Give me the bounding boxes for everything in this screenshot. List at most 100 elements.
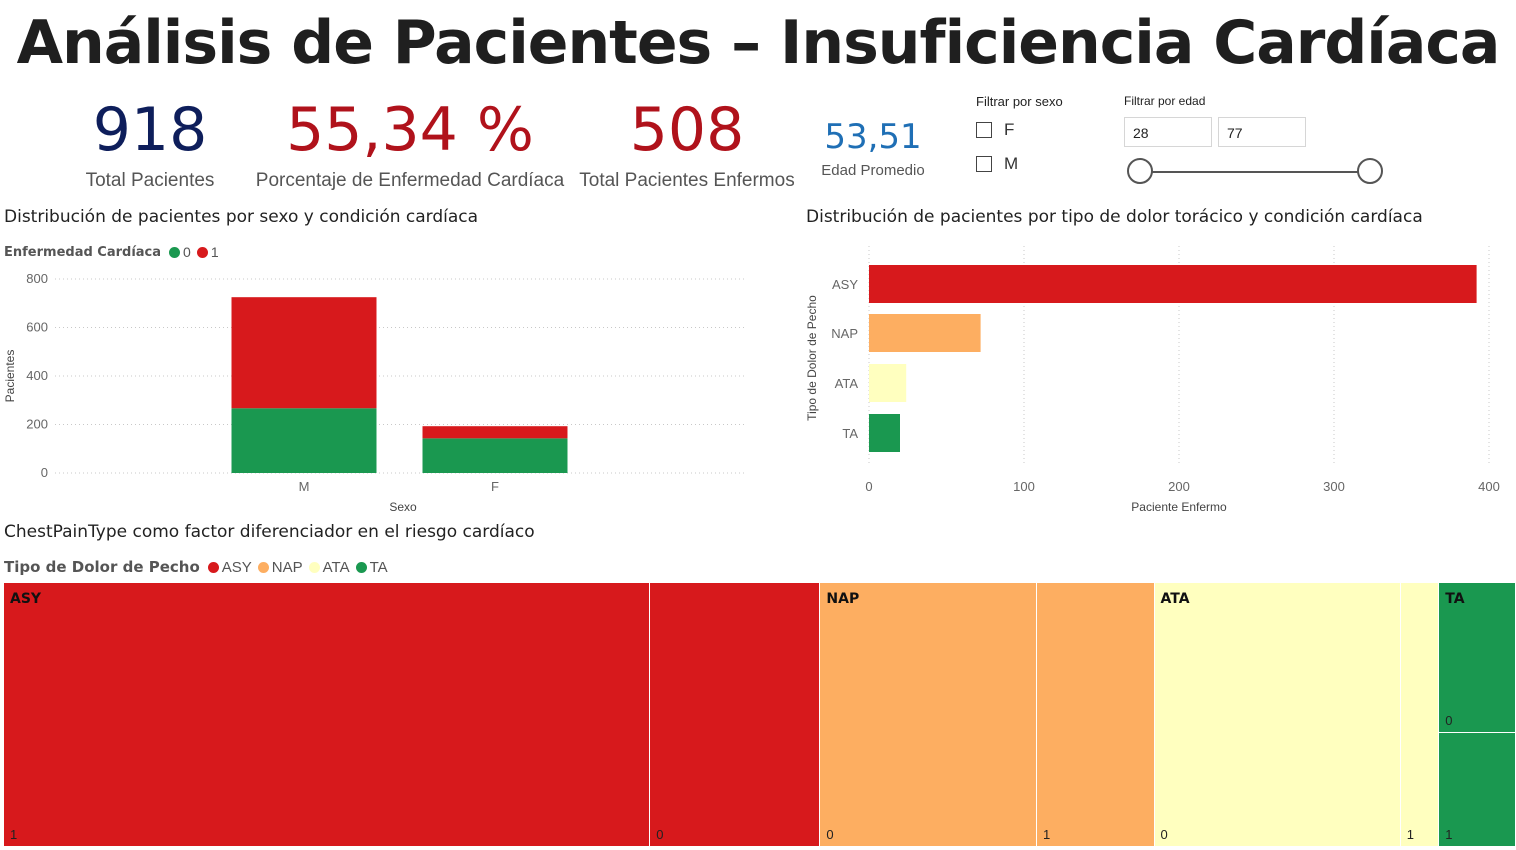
treemap-leaf-label: 1 (1406, 827, 1414, 842)
treemap-group-ata[interactable]: 0 1 ATA (1153, 583, 1440, 846)
kpi-enfermos-label: Total Pacientes Enfermos (579, 170, 795, 191)
treemap-legend-dot-ta (355, 561, 367, 573)
treemap-group-label: ASY (10, 591, 42, 607)
treemap-leaf[interactable]: 1 (1036, 583, 1155, 846)
bar-segment (231, 408, 377, 473)
chart-sex-legend: Enfermedad Cardíaca 0 1 (4, 244, 225, 260)
treemap-leaf-label: 1 (1043, 827, 1051, 842)
y-axis-label: Pacientes (3, 350, 17, 403)
legend-dot-1 (196, 246, 208, 258)
treemap-legend-item-ta[interactable]: TA (355, 558, 388, 576)
treemap-legend-dot-nap (257, 561, 269, 573)
x-axis-label: Paciente Enfermo (1131, 500, 1227, 514)
treemap-legend-dot-asy (207, 561, 219, 573)
y-tick-label: 800 (26, 271, 48, 286)
age-slider-track[interactable] (1140, 171, 1370, 173)
kpi-porcentaje-label: Porcentaje de Enfermedad Cardíaca (255, 170, 565, 191)
treemap-leaf[interactable]: 1 (4, 583, 650, 846)
kpi-enfermos: 508 Total Pacientes Enfermos (578, 100, 796, 192)
treemap-leaf[interactable]: 0 (1154, 583, 1400, 846)
kpi-porcentaje-value: 55,34 % (286, 95, 534, 165)
bar-segment (231, 297, 377, 409)
age-filter-label: Filtrar por edad (1124, 94, 1206, 108)
page-title: Análisis de Pacientes – Insuficiencia Ca… (16, 8, 1501, 78)
x-tick-label: M (299, 479, 310, 494)
treemap-legend-label-asy: ASY (221, 558, 252, 576)
kpi-porcentaje: 55,34 % Porcentaje de Enfermedad Cardíac… (255, 100, 565, 192)
kpi-total-pacientes-label: Total Pacientes (85, 170, 215, 191)
bar (869, 265, 1477, 303)
treemap-legend: Tipo de Dolor de Pecho ASY NAP ATA TA (4, 558, 394, 576)
x-axis-label: Sexo (389, 500, 417, 514)
treemap-group-label: ATA (1160, 591, 1190, 607)
chart-sex-legend-title: Enfermedad Cardíaca (4, 244, 162, 260)
x-tick-label: 0 (865, 479, 872, 494)
y-tick-label: TA (842, 426, 858, 441)
y-tick-label: 200 (26, 417, 48, 432)
y-tick-label: NAP (831, 326, 858, 341)
treemap-leaf-label: 0 (656, 827, 664, 842)
treemap-group-ta[interactable]: 0 1 TA (1438, 583, 1515, 846)
legend-item-1[interactable]: 1 (196, 244, 219, 260)
sex-filter-label: Filtrar por sexo (976, 94, 1063, 109)
legend-label-0: 0 (183, 244, 191, 260)
treemap-leaf[interactable]: 0 (820, 583, 1036, 846)
kpi-total-pacientes-value: 918 (92, 95, 208, 165)
treemap-legend-item-asy[interactable]: ASY (207, 558, 252, 576)
kpi-edad-value: 53,51 (824, 117, 922, 157)
treemap-group-asy[interactable]: 1 0 ASY (3, 583, 821, 846)
y-tick-label: 600 (26, 320, 48, 335)
age-min-input[interactable]: 28 (1124, 117, 1212, 147)
treemap-chestpain: 1 0 ASY 0 1 NAP 0 1 ATA 0 1 TA (3, 583, 1515, 846)
sex-filter-option-m[interactable]: M (976, 154, 1018, 174)
treemap-leaf[interactable]: 1 (1399, 583, 1440, 846)
treemap-leaf-label: 0 (1160, 827, 1168, 842)
treemap-leaf[interactable]: 0 (1439, 583, 1515, 732)
treemap-legend-label-ata: ATA (322, 558, 350, 576)
treemap-leaf-label: 0 (826, 827, 834, 842)
sex-filter-option-f[interactable]: F (976, 120, 1014, 140)
checkbox-f[interactable] (976, 122, 992, 138)
age-slider-max-handle[interactable] (1357, 158, 1383, 184)
treemap-group-nap[interactable]: 0 1 NAP (819, 583, 1155, 846)
treemap-leaf[interactable]: 1 (1439, 731, 1515, 846)
legend-dot-0 (169, 246, 181, 258)
chart-sex-condition: 0 200 400 600 800 M F Sexo Pacientes (3, 271, 745, 514)
treemap-legend-title: Tipo de Dolor de Pecho (4, 558, 200, 576)
treemap-legend-item-nap[interactable]: NAP (257, 558, 303, 576)
age-max-input[interactable]: 77 (1218, 117, 1306, 147)
treemap-legend-dot-ata (308, 561, 320, 573)
bar (869, 414, 900, 452)
chart-chestpain-title: Distribución de pacientes por tipo de do… (806, 207, 1423, 227)
y-tick-label: 400 (26, 368, 48, 383)
checkbox-m-label: M (1004, 154, 1019, 173)
y-tick-label: ATA (835, 376, 859, 391)
kpi-edad-label: Edad Promedio (821, 162, 925, 179)
bar-segment (422, 426, 568, 439)
treemap-group-label: TA (1445, 591, 1465, 607)
age-slider-min-handle[interactable] (1127, 158, 1153, 184)
checkbox-m[interactable] (976, 156, 992, 172)
treemap-legend-label-ta: TA (369, 558, 388, 576)
chart-treemap-title: ChestPainType como factor diferenciador … (4, 522, 535, 542)
x-tick-label: 400 (1478, 479, 1500, 494)
checkbox-f-label: F (1004, 120, 1015, 139)
kpi-total-pacientes: 918 Total Pacientes (70, 100, 230, 192)
kpi-enfermos-value: 508 (629, 95, 745, 165)
chart-chestpain-condition: 0 100 200 300 400 ASY NAP ATA TA Paciente Enfermo… (805, 246, 1500, 514)
treemap-leaf[interactable]: 0 (649, 583, 821, 846)
bar (869, 314, 981, 352)
legend-label-1: 1 (210, 244, 219, 260)
y-tick-label: 0 (41, 465, 48, 480)
bar (869, 364, 907, 402)
treemap-leaf-label: 1 (1445, 826, 1453, 842)
chart-sex-title: Distribución de pacientes por sexo y con… (4, 207, 479, 227)
x-tick-label: F (491, 479, 499, 494)
legend-item-0[interactable]: 0 (169, 244, 191, 260)
treemap-group-label: NAP (826, 591, 860, 607)
treemap-legend-label-nap: NAP (271, 558, 303, 576)
treemap-legend-item-ata[interactable]: ATA (308, 558, 350, 576)
x-tick-label: 100 (1013, 479, 1035, 494)
y-tick-label: ASY (832, 277, 858, 292)
kpi-edad: 53,51 Edad Promedio (808, 120, 938, 179)
